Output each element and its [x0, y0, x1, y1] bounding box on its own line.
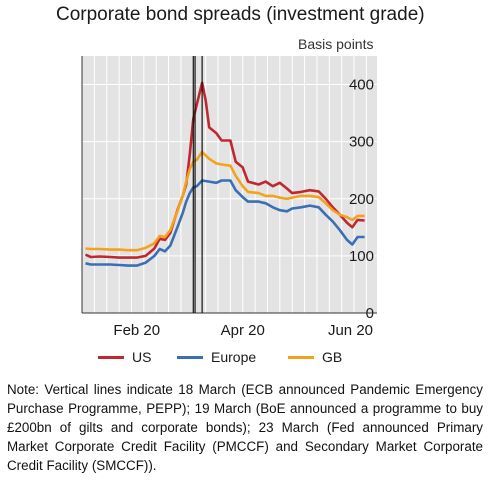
y-axis-unit-label: Basis points	[298, 36, 374, 52]
legend-item-europe: Europe	[177, 349, 256, 365]
legend: US Europe GB	[0, 349, 490, 369]
series-line-europe	[85, 179, 365, 267]
legend-label-europe: Europe	[211, 349, 257, 365]
legend-swatch-europe	[177, 355, 203, 359]
y-tick-label-400: 400	[349, 77, 374, 94]
chart-note: Note: Vertical lines indicate 18 March (…	[7, 382, 483, 473]
legend-swatch-us	[98, 355, 124, 359]
legend-label-gb: GB	[322, 349, 343, 365]
y-tick-label-200: 200	[349, 191, 374, 208]
series-line-us	[84, 81, 365, 259]
chart-title: Corporate bond spreads (investment grade…	[56, 4, 425, 25]
legend-item-gb: GB	[288, 349, 342, 365]
legend-swatch-gb	[288, 355, 314, 359]
series-line-gb	[85, 150, 365, 252]
x-tick-label-0: Feb 20	[113, 322, 160, 339]
x-tick-label-1: Apr 20	[221, 322, 265, 339]
legend-item-us: US	[98, 349, 151, 365]
plot-background	[82, 56, 377, 313]
y-tick-label-300: 300	[349, 134, 374, 151]
x-tick-label-2: Jun 20	[328, 322, 373, 339]
legend-label-us: US	[132, 349, 152, 365]
y-tick-label-100: 100	[349, 248, 374, 265]
